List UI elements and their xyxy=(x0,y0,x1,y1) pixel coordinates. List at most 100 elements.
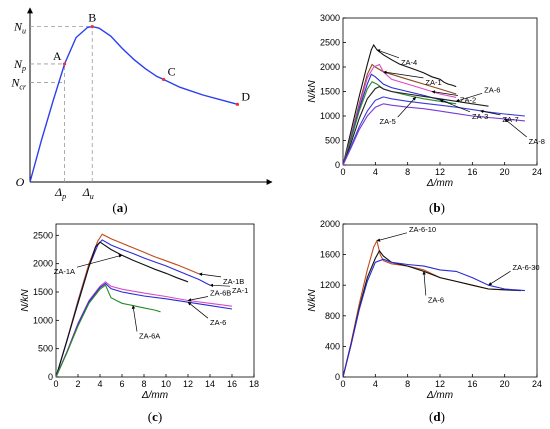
series-line-0 xyxy=(29,25,238,183)
x-tick-label: 16 xyxy=(467,379,477,389)
x-tick-label: 8 xyxy=(405,167,410,177)
series-line-za-6-30 xyxy=(342,258,525,378)
x-tick-label: 20 xyxy=(500,167,510,177)
series-line-za-4 xyxy=(342,43,457,166)
x-tick-label: 12 xyxy=(435,379,445,389)
series-line-za-8 xyxy=(342,103,525,166)
series-line-za-6a xyxy=(55,284,161,378)
series-annotation: ZA-2 xyxy=(460,96,476,105)
series-annotation: ZA-6A xyxy=(139,332,160,341)
series-annotation: ZA-4 xyxy=(401,58,417,67)
x-symbol-sub: p xyxy=(61,192,66,201)
annotation-arrow xyxy=(131,305,138,332)
annotation-arrow xyxy=(383,70,424,79)
series-annotation: ZA-8 xyxy=(529,137,545,146)
y-symbol-name: N xyxy=(10,76,20,90)
y-tick-label: 500 xyxy=(325,136,340,146)
x-tick-label: 2 xyxy=(75,379,80,389)
series-line-za-7 xyxy=(342,96,525,166)
panel-b-chart: 0 4 8 12 16 20 24 0 500 1000 1500 2000 2500 3000 Δ/mm N… xyxy=(307,13,545,189)
y-symbol-label: Ncr xyxy=(10,76,27,92)
y-symbol-name: N xyxy=(13,20,23,34)
x-tick-label: 18 xyxy=(249,379,259,389)
x-tick-label: 12 xyxy=(435,167,445,177)
x-tick-label: 10 xyxy=(161,379,171,389)
x-symbol-sub: u xyxy=(90,192,94,201)
annotation-arrow xyxy=(397,96,417,118)
x-axis-label: Δ/mm xyxy=(426,390,453,401)
point-label: A xyxy=(53,49,62,63)
series-annotation: ZA-7 xyxy=(502,115,518,124)
series-line-za-6 xyxy=(342,85,489,166)
x-tick-label: 6 xyxy=(119,379,124,389)
y-symbol-name: N xyxy=(13,57,23,71)
annotation-arrow xyxy=(480,109,501,116)
annotation-arrow xyxy=(187,301,209,319)
annotation-arrow xyxy=(376,232,408,242)
annotation-arrow xyxy=(488,270,511,286)
x-tick-label: 16 xyxy=(227,379,237,389)
x-tick-label: 16 xyxy=(467,167,477,177)
annotation-arrow xyxy=(209,283,231,288)
x-tick-label: 4 xyxy=(373,379,378,389)
x-tick-label: 0 xyxy=(340,167,345,177)
point-label: D xyxy=(241,89,250,103)
y-tick-label: 2000 xyxy=(320,219,340,229)
y-tick-label: 800 xyxy=(325,311,340,321)
point-marker xyxy=(235,102,240,106)
series-annotation: ZA-6-30 xyxy=(513,263,540,272)
x-symbol-label: Δu xyxy=(82,185,94,201)
series-annotation: ZA-1B xyxy=(223,277,244,286)
panel-c-chart: 0 2 4 6 8 10 12 14 16 18 0 500 1000 1500 2000 2500 Δ/mm N… xyxy=(20,223,259,401)
series-line-za-1 xyxy=(342,63,457,166)
series-annotation: ZA-6 xyxy=(428,295,444,304)
y-tick-label: 0 xyxy=(48,372,53,382)
series-line-za-6 xyxy=(342,249,521,378)
x-tick-label: 4 xyxy=(373,167,378,177)
x-symbol-label: Δp xyxy=(54,185,66,201)
y-tick-label: 1000 xyxy=(33,315,53,325)
series-line-za-3 xyxy=(342,73,453,166)
y-tick-label: 1500 xyxy=(33,287,53,297)
panel-d-caption: (d) xyxy=(429,409,445,424)
x-symbol-name: Δ xyxy=(54,185,62,199)
y-tick-label: 0 xyxy=(335,372,340,382)
x-tick-label: 12 xyxy=(183,379,193,389)
y-tick-label: 2500 xyxy=(33,230,53,240)
x-tick-label: 8 xyxy=(141,379,146,389)
plot-frame xyxy=(342,17,538,166)
x-tick-label: 8 xyxy=(405,379,410,389)
y-symbol-label: Nu xyxy=(13,20,26,36)
point-marker xyxy=(90,25,94,29)
y-tick-label: 2000 xyxy=(320,62,340,72)
series-line-za-6-10 xyxy=(342,239,521,378)
x-tick-label: 4 xyxy=(97,379,102,389)
annotation-arrow xyxy=(198,272,222,278)
annotation-arrow xyxy=(431,90,458,96)
x-tick-label: 20 xyxy=(500,379,510,389)
series-line-za-1b xyxy=(55,233,200,378)
point-marker xyxy=(162,77,166,82)
x-axis-label: Δ/mm xyxy=(141,390,168,401)
y-symbol-sub: u xyxy=(22,27,26,36)
annotation-arrow xyxy=(455,92,483,103)
y-tick-label: 1500 xyxy=(320,87,340,97)
panel-b-caption: (b) xyxy=(429,200,445,215)
x-tick-label: 14 xyxy=(205,379,215,389)
point-label: C xyxy=(168,64,176,78)
y-tick-label: 400 xyxy=(325,341,340,351)
y-axis-label: N/kN xyxy=(307,289,318,312)
y-tick-label: 500 xyxy=(38,344,53,354)
y-tick-label: 1200 xyxy=(320,280,340,290)
series-line-za-1a xyxy=(55,241,189,378)
panel-a-caption: (a) xyxy=(112,200,127,215)
annotation-arrow xyxy=(187,296,209,302)
x-tick-label: 0 xyxy=(53,379,58,389)
x-symbol-name: Δ xyxy=(82,185,90,199)
annotation-arrow xyxy=(376,49,400,59)
series-annotation: ZA-6 xyxy=(484,85,500,94)
panel-d-chart: 0 4 8 12 16 20 24 0 400 800 1200 1600 2000 Δ/mm N/kN ZA… xyxy=(307,219,542,401)
series-annotation: ZA-6B xyxy=(210,289,231,298)
